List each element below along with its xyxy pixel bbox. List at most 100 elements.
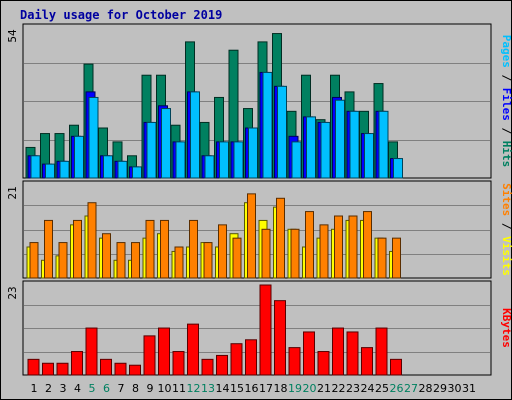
bar-pages-day-17 (262, 71, 273, 179)
bar-sites-day-24 (363, 211, 372, 279)
day-label-16: 16 (245, 382, 259, 395)
day-label-1: 1 (31, 382, 38, 395)
day-label-26: 26 (390, 382, 404, 395)
day-label-25: 25 (375, 382, 389, 395)
bar-kbytes-day-8 (129, 364, 141, 376)
bar-pages-day-2 (45, 163, 55, 179)
bar-kbytes-day-22 (332, 327, 344, 376)
bar-pages-day-22 (335, 99, 345, 179)
bar-kbytes-day-1 (27, 358, 40, 376)
day-label-9: 9 (147, 382, 154, 395)
bar-kbytes-day-20 (303, 331, 315, 376)
bar-pages-day-16 (248, 127, 258, 179)
series-axis-label: Pages / Files / Hits (500, 35, 512, 168)
day-label-13: 13 (201, 382, 215, 395)
bar-kbytes-day-26 (390, 358, 402, 376)
bar-sites-day-12 (189, 219, 198, 279)
bar-kbytes-day-25 (375, 327, 388, 376)
bar-sites-day-8 (131, 242, 140, 279)
day-label-24: 24 (361, 382, 375, 395)
series-axis-label-part: / (500, 216, 512, 236)
bar-pages-day-18 (277, 85, 287, 179)
panel-kbytes: 23 KBytes (6, 280, 512, 376)
bar-kbytes-day-2 (42, 362, 54, 376)
bar-pages-day-20 (306, 116, 316, 179)
bar-kbytes-day-7 (114, 362, 127, 376)
series-axis-label-part: / (500, 68, 512, 88)
panel-visits-sites: 21 Sites / Visits (6, 180, 512, 279)
bar-pages-day-13 (204, 155, 215, 179)
bar-sites-day-13 (203, 242, 213, 279)
day-label-17: 17 (259, 382, 273, 395)
bar-kbytes-day-18 (274, 300, 286, 376)
bar-kbytes-day-4 (71, 351, 83, 376)
bar-sites-day-11 (174, 246, 184, 279)
bar-pages-day-5 (88, 96, 99, 179)
bar-kbytes-day-5 (85, 327, 98, 376)
bar-sites-day-14 (218, 224, 227, 279)
day-labels: 1 2 3 4 5 6 7 8 9 10 11 12 13 14 15 16 17 18 19 20 21 22 23 24 2… (31, 382, 477, 395)
bar-pages-day-8 (132, 166, 142, 179)
bar-pages-day-3 (59, 160, 70, 179)
day-label-5: 5 (89, 382, 96, 395)
bar-pages-day-11 (175, 141, 186, 179)
series-axis-label-part: Pages (500, 35, 512, 68)
bar-pages-day-1 (30, 155, 41, 179)
bar-sites-day-21 (319, 224, 329, 279)
bar-kbytes-day-21 (317, 351, 330, 376)
day-label-19: 19 (288, 382, 302, 395)
day-label-21: 21 (317, 382, 331, 395)
bar-kbytes-day-3 (56, 362, 69, 376)
day-label-28: 28 (419, 382, 433, 395)
y-max-label: 23 (6, 286, 19, 299)
bar-kbytes-day-10 (158, 327, 170, 376)
bar-kbytes-day-23 (346, 331, 359, 376)
day-label-14: 14 (216, 382, 230, 395)
bar-kbytes-day-16 (245, 339, 257, 376)
series-axis-label-part: Visits (500, 236, 512, 276)
series-axis-label: KBytes (500, 308, 512, 348)
day-label-12: 12 (187, 382, 201, 395)
day-label-23: 23 (346, 382, 360, 395)
day-label-11: 11 (172, 382, 186, 395)
bar-sites-day-20 (305, 211, 314, 279)
bar-pages-day-12 (190, 91, 200, 179)
bar-sites-day-23 (348, 215, 358, 279)
bar-kbytes-day-17 (259, 284, 272, 376)
bar-sites-day-25 (377, 237, 387, 279)
day-label-8: 8 (132, 382, 139, 395)
bar-kbytes-day-9 (143, 335, 156, 376)
bar-sites-day-7 (116, 242, 126, 279)
day-label-3: 3 (60, 382, 67, 395)
series-axis-label-part: / (500, 121, 512, 141)
bar-sites-day-5 (87, 202, 97, 279)
bar-sites-day-6 (102, 233, 111, 279)
bar-sites-day-19 (290, 228, 300, 279)
day-label-7: 7 (118, 382, 125, 395)
chart-panels: 54 Pages / Files / Hits 21 Sites / Visits 23… (6, 23, 512, 376)
bar-pages-day-25 (378, 110, 389, 179)
y-max-label: 21 (6, 186, 19, 199)
bar-pages-day-23 (349, 110, 360, 179)
day-label-27: 27 (404, 382, 418, 395)
day-label-22: 22 (332, 382, 346, 395)
bar-kbytes-day-24 (361, 347, 373, 376)
bar-pages-day-19 (291, 141, 302, 179)
series-axis-label-part: Sites (500, 183, 512, 216)
bar-sites-day-26 (392, 237, 401, 279)
bar-pages-day-14 (219, 141, 229, 179)
series-axis-label-part: KBytes (500, 308, 512, 348)
bar-kbytes-day-13 (201, 358, 214, 376)
bar-sites-day-10 (160, 219, 169, 279)
panel-hits-files-pages: 54 Pages / Files / Hits (6, 23, 512, 179)
bar-kbytes-day-6 (100, 358, 112, 376)
day-label-20: 20 (303, 382, 317, 395)
bar-pages-day-24 (364, 133, 374, 179)
chart-title: Daily usage for October 2019 (20, 8, 222, 22)
bar-kbytes-day-12 (187, 323, 199, 376)
bar-sites-day-16 (247, 193, 256, 279)
bar-sites-day-9 (145, 219, 155, 279)
bar-sites-day-22 (334, 215, 343, 279)
day-label-6: 6 (103, 382, 110, 395)
